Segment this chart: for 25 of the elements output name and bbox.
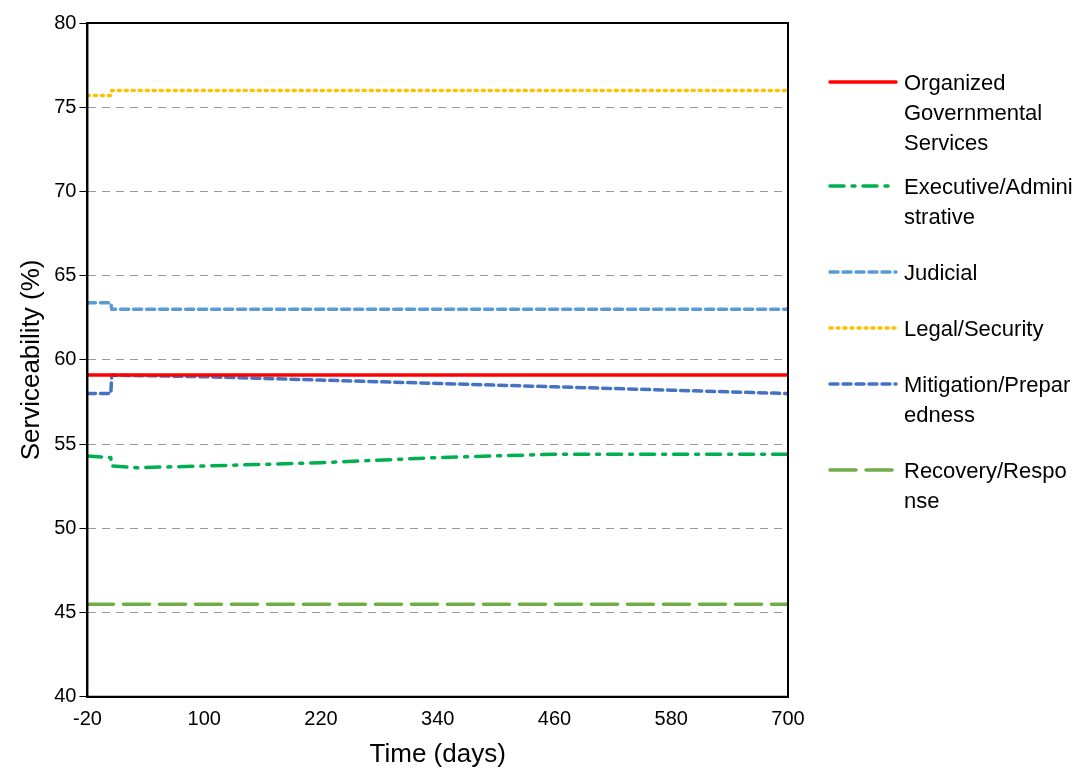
x-tick-label: 340 <box>421 707 455 730</box>
x-tick-label: 700 <box>771 707 805 730</box>
y-tick-label: 80 <box>54 10 77 33</box>
legend-label: Recovery/Response <box>904 457 1068 515</box>
legend-label: Judicial <box>904 259 979 287</box>
x-tick-label: 100 <box>187 707 221 730</box>
y-tick-label: 60 <box>54 347 77 370</box>
legend-label: Executive/Administrative <box>904 173 1074 231</box>
y-tick-label: 65 <box>54 263 77 286</box>
line-series <box>87 452 788 470</box>
y-axis-title: Serviceability (%) <box>14 259 45 461</box>
x-axis-title: Time (days) <box>369 737 506 768</box>
x-tick-label: 220 <box>304 707 338 730</box>
y-tick-label: 70 <box>54 178 77 201</box>
x-tick-label: -20 <box>72 707 102 730</box>
y-tick-label: 45 <box>54 600 77 623</box>
y-tick-label: 55 <box>54 431 77 454</box>
legend-label: Mitigation/Preparedness <box>904 371 1072 429</box>
x-tick-label: 580 <box>654 707 688 730</box>
y-tick-label: 50 <box>54 515 77 538</box>
y-tick-label: 75 <box>54 94 77 117</box>
x-tick-label: 460 <box>537 707 572 730</box>
legend-label: Organized Governmental Services <box>904 69 1044 157</box>
legend-label: Legal/Security <box>904 315 1045 343</box>
y-tick-label: 40 <box>54 684 77 707</box>
